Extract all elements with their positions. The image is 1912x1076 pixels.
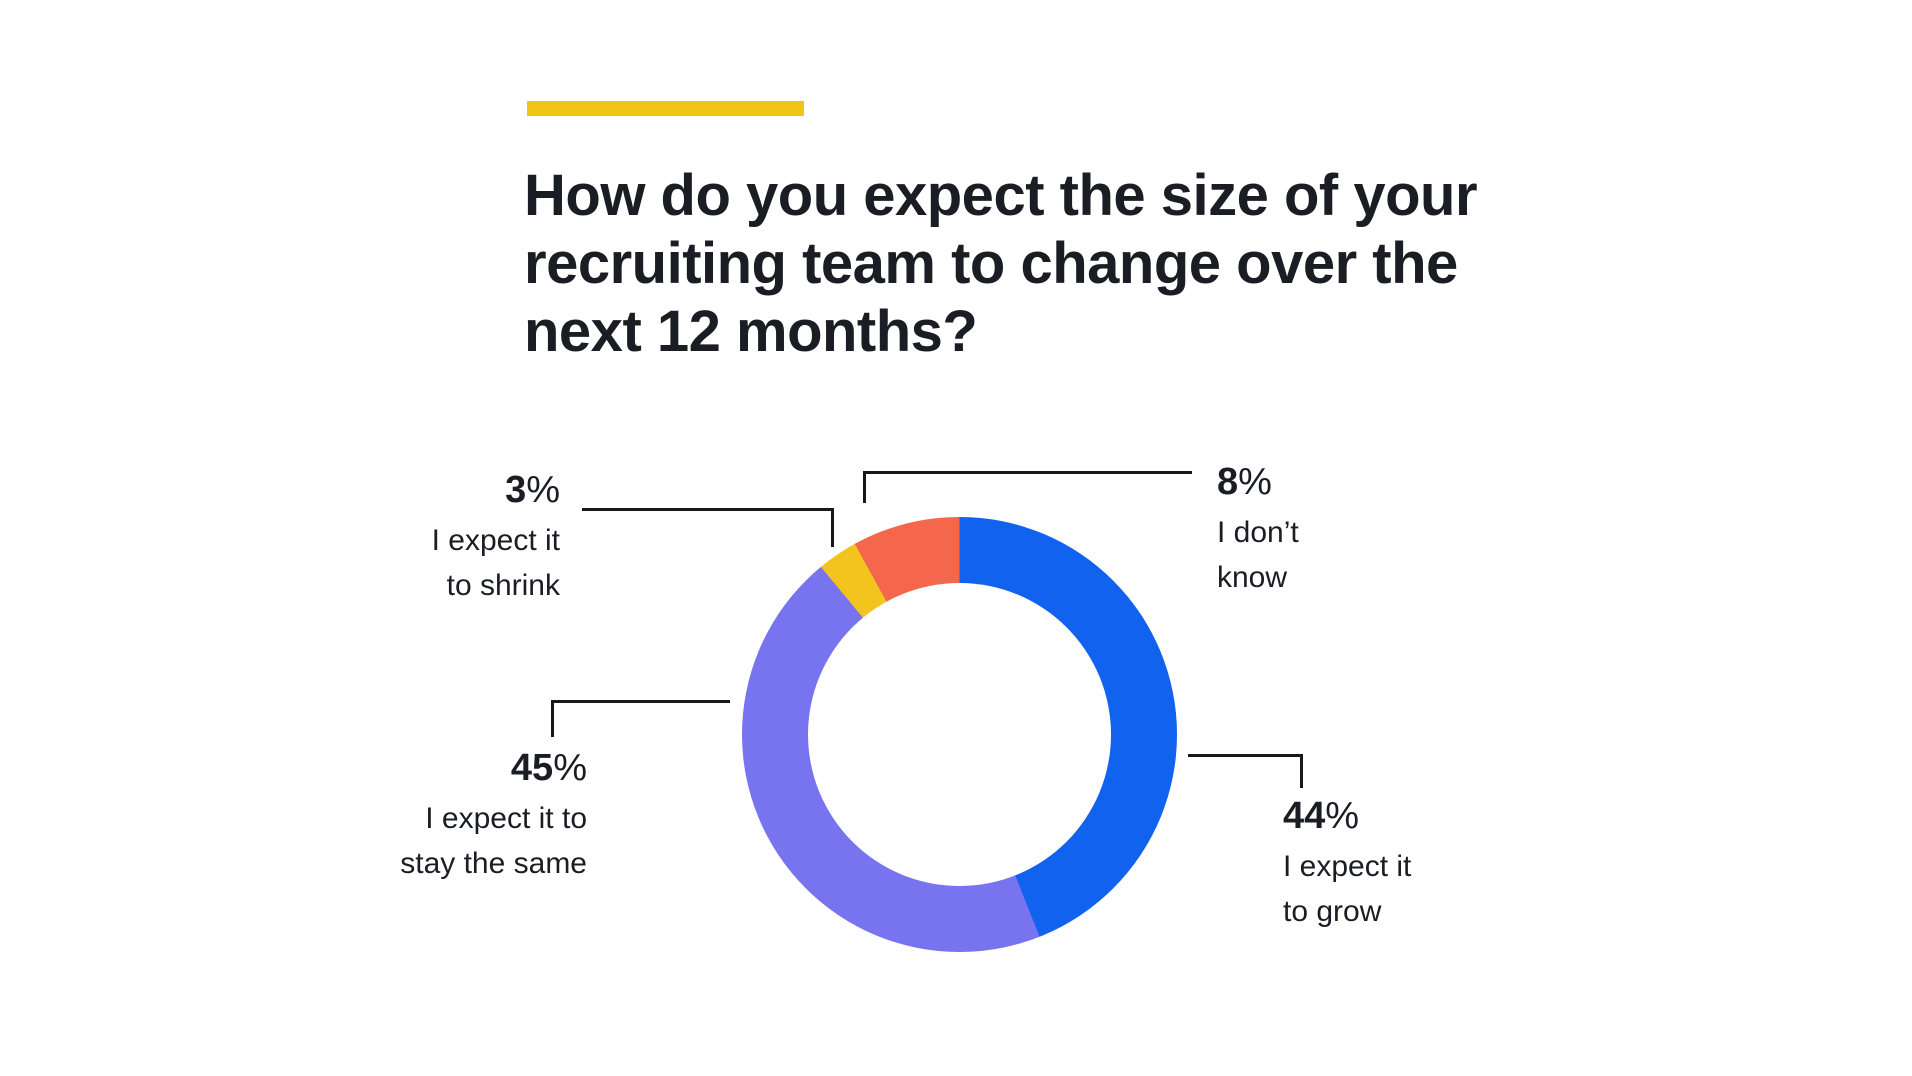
label-shrink: 3% I expect it to shrink	[300, 470, 560, 608]
callout-line-dontknow-horizontal	[863, 471, 1192, 474]
callout-line-stay-vertical	[551, 700, 554, 737]
callout-line-grow-horizontal	[1188, 754, 1303, 757]
donut-hole	[808, 583, 1111, 886]
label-shrink-text-line-1: I expect it	[431, 524, 560, 557]
label-stay-percent: 45%	[510, 747, 587, 789]
callout-line-dontknow-vertical	[863, 471, 866, 503]
label-grow-text-line-2: to grow	[1283, 895, 1382, 928]
label-grow-percent: 44%	[1283, 795, 1360, 837]
chart-title-line-2: recruiting team to change over the	[524, 231, 1458, 296]
chart-title-line-1: How do you expect the size of your	[524, 163, 1478, 228]
accent-bar	[527, 101, 804, 116]
chart-title-line-3: next 12 months?	[524, 299, 978, 364]
callout-line-shrink-horizontal	[582, 508, 834, 511]
label-dontknow-text-line-2: know	[1217, 561, 1288, 594]
label-shrink-text-line-2: to shrink	[446, 569, 560, 602]
label-dontknow-percent: 8%	[1217, 461, 1272, 503]
label-grow: 44% I expect it to grow	[1283, 796, 1583, 934]
label-stay-text-line-2: stay the same	[400, 847, 587, 880]
label-stay-text-line-1: I expect it to	[425, 802, 587, 835]
callout-line-grow-vertical	[1300, 754, 1303, 788]
donut-chart	[742, 517, 1177, 952]
label-grow-text-line-1: I expect it	[1283, 850, 1412, 883]
label-dontknow-text-line-1: I don’t	[1217, 516, 1299, 549]
label-shrink-percent: 3%	[505, 469, 560, 511]
callout-line-stay-horizontal	[551, 700, 730, 703]
chart-title: How do you expect the size of your recru…	[524, 162, 1524, 366]
label-stay: 45% I expect it to stay the same	[307, 748, 587, 886]
callout-line-shrink-vertical	[831, 508, 834, 547]
label-dontknow: 8% I don’t know	[1217, 462, 1517, 600]
